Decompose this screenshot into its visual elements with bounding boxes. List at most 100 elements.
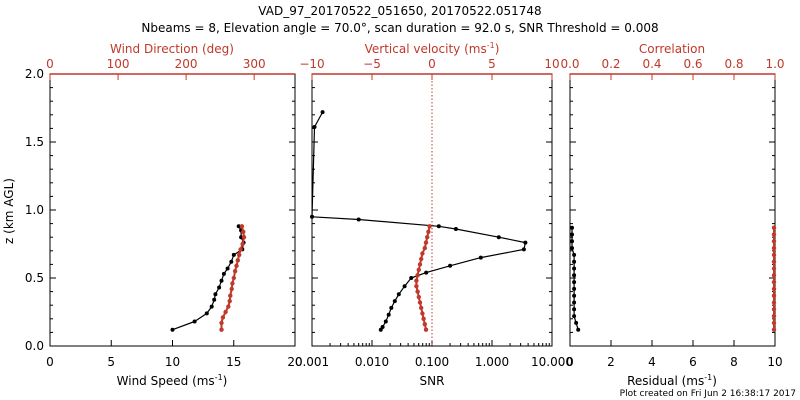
vertical-velocity-unit-exp: -1 (487, 41, 495, 50)
residual-series-1-point (771, 239, 777, 244)
wind-speed-unit: (ms (192, 374, 215, 388)
vertical-top-tick-label: 0 (428, 57, 436, 71)
vertical-series-1-point (422, 322, 427, 327)
residual-top-tick-label: 1.0 (765, 57, 784, 71)
vertical-series-0-point (310, 214, 314, 219)
wind-bottom-tick-label: 0 (46, 355, 54, 369)
vertical-series-1-point (421, 316, 426, 321)
vertical-series-0-point (320, 110, 325, 115)
wind-series-1-point (241, 229, 246, 234)
vertical-velocity-axis-label: Vertical velocity (ms-1) (365, 41, 500, 56)
vertical-series-0-point (436, 224, 441, 229)
vertical-series-0-segment (480, 248, 525, 259)
wind-series-0-point (213, 292, 218, 297)
residual-series-0-point (572, 307, 577, 312)
residual-bottom-tick-label: 6 (689, 355, 697, 369)
residual-series-1-point (771, 225, 777, 230)
plot-created-footer: Plot created on Fri Jun 2 16:38:17 2017 (620, 389, 796, 399)
vertical-top-tick-label: 5 (488, 57, 496, 71)
vertical-series-0-point (478, 255, 483, 260)
wind-speed-unit-close: ) (223, 374, 228, 388)
vertical-series-0-segment (455, 228, 499, 238)
wind-bottom-tick-label: 10 (165, 355, 180, 369)
vertical-top-tick-label: 10 (544, 57, 559, 71)
wind-series-0-point (221, 271, 226, 276)
residual-series-0-point (572, 266, 577, 271)
wind-series-1-point (226, 304, 231, 309)
residual-series-0-point (570, 232, 574, 237)
residual-series-1-point (771, 245, 777, 251)
vertical-series-1-point (420, 311, 425, 316)
vertical-series-1-point (417, 300, 423, 305)
vertical-series-0-point (523, 240, 528, 245)
wind-series-1-point (227, 298, 232, 304)
vertical-series-1-point (415, 289, 420, 294)
residual-series-1-point (771, 327, 777, 332)
vertical-series-0-point (386, 312, 391, 317)
vertical-series-0-point (424, 270, 429, 275)
wind-top-tick-label: 0 (46, 57, 54, 71)
wind-bottom-tick-label: 20 (287, 355, 302, 369)
residual-series-0-point (572, 273, 577, 278)
residual-series-0-point (570, 246, 574, 251)
vertical-series-0-point (496, 235, 501, 240)
wind-series-0-point (204, 311, 209, 316)
vertical-bottom-tick-label: 1.000 (475, 355, 509, 369)
wind-speed-axis-label: Wind Speed (ms-1) (117, 373, 228, 388)
vertical-series-1-point (427, 224, 432, 229)
residual-series-0-point (576, 327, 581, 332)
residual-series-0-point (572, 300, 577, 305)
wind-top-tick-label: 100 (107, 57, 130, 71)
wind-series-1-point (230, 281, 235, 286)
vertical-series-0-segment (313, 111, 324, 128)
vertical-series-1-point (416, 294, 421, 300)
vertical-series-0-point (378, 327, 383, 332)
residual-bottom-tick-label: 4 (648, 355, 656, 369)
vertical-series-0-point (392, 299, 397, 304)
vertical-series-1-point (423, 327, 429, 332)
vertical-velocity-unit-close: ) (495, 42, 500, 56)
residual-series-1-point (771, 252, 777, 258)
wind-series-1-point (219, 327, 224, 332)
residual-bottom-tick-label: 2 (607, 355, 615, 369)
vertical-series-1-point (420, 251, 425, 256)
residual-series-1-point (771, 300, 777, 305)
vertical-series-1-point (416, 267, 421, 272)
vertical-series-0-point (396, 292, 401, 297)
residual-series-0-point (574, 320, 579, 325)
vertical-series-0-point (389, 305, 394, 310)
vertical-series-0-point (383, 319, 388, 324)
residual-top-tick-label: 0.0 (560, 57, 579, 71)
residual-unit: (ms (682, 374, 705, 388)
wind-series-0-point (170, 327, 175, 332)
wind-series-0-segment (194, 312, 208, 322)
y-tick-label: 0.5 (25, 271, 44, 285)
residual-series-1-point (771, 320, 777, 326)
wind-series-1-point (237, 252, 242, 258)
residual-series-1-point (771, 232, 777, 237)
correlation-axis-label: Correlation (639, 42, 705, 56)
title-line-2: Nbeams = 8, Elevation angle = 70.0°, sca… (141, 21, 658, 35)
wind-series-1-point (228, 293, 233, 298)
wind-bottom-tick-label: 5 (107, 355, 115, 369)
residual-bottom-tick-label: 10 (767, 355, 782, 369)
residual-series-1-point (771, 293, 777, 298)
wind-series-1-point (232, 269, 238, 274)
vertical-bottom-tick-label: 0.001 (295, 355, 329, 369)
wind-series-0-point (217, 285, 222, 290)
vertical-series-0-segment (426, 265, 451, 274)
residual-label-text: Residual (627, 374, 678, 388)
wind-series-1-point (231, 275, 236, 281)
residual-series-0-point (572, 293, 577, 298)
vertical-series-0-segment (358, 218, 439, 227)
vertical-series-1-point (414, 278, 419, 283)
y-tick-label: 1.5 (25, 135, 44, 149)
wind-frame (49, 73, 296, 347)
wind-direction-axis-label: Wind Direction (deg) (110, 42, 234, 56)
wind-series-0-point (212, 297, 217, 302)
vertical-series-1-point (425, 235, 430, 240)
vertical-series-0-point (453, 227, 458, 231)
wind-series-1-point (234, 263, 239, 268)
residual-axis-label: Residual (ms-1) (627, 373, 717, 388)
